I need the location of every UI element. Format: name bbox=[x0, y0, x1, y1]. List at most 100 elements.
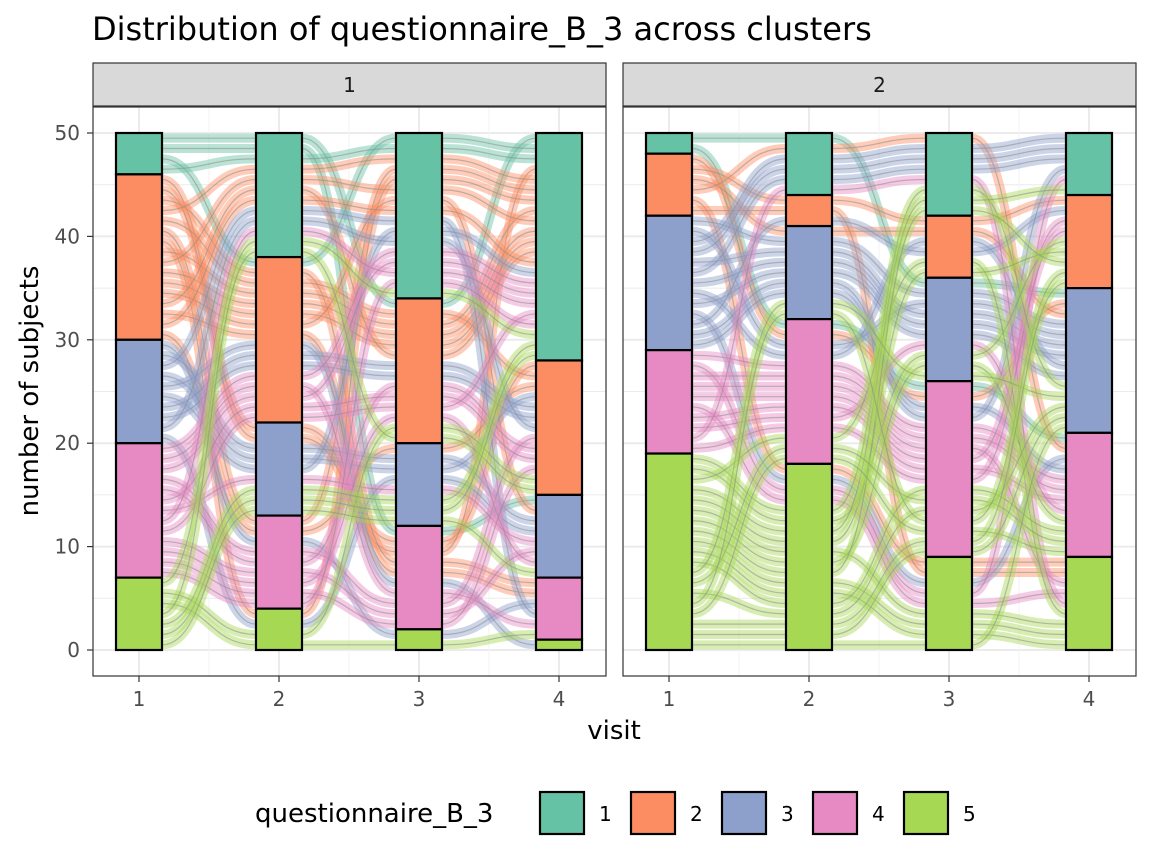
flow-line bbox=[301, 230, 397, 470]
flow-line bbox=[831, 458, 927, 532]
flow-line bbox=[971, 209, 1067, 263]
flow-line bbox=[301, 416, 397, 584]
flow-line bbox=[691, 292, 787, 346]
chart-title: Distribution of questionnaire_B_3 across… bbox=[92, 10, 872, 48]
flow-line bbox=[441, 209, 537, 263]
stratum-bar-visit-2-level-4 bbox=[254, 514, 304, 610]
legend-key-2 bbox=[629, 790, 677, 836]
x-tick-label: 3 bbox=[943, 687, 956, 711]
flow-line bbox=[831, 427, 927, 480]
flow-line bbox=[441, 292, 537, 336]
stratum-bar-visit-1-level-1 bbox=[644, 131, 694, 155]
stratum-bar-visit-2-level-5 bbox=[784, 462, 834, 652]
flow-line bbox=[441, 385, 537, 449]
stratum-bar-visit-1-level-5 bbox=[114, 576, 164, 652]
legend: questionnaire_B_3 1 2 3 4 5 bbox=[255, 790, 976, 836]
flow-line bbox=[441, 520, 537, 574]
stratum-bar-visit-3-level-1 bbox=[924, 131, 974, 217]
flow-line bbox=[301, 385, 397, 594]
flow-line bbox=[161, 416, 257, 532]
flow-line bbox=[441, 313, 537, 377]
flow-line bbox=[691, 220, 787, 243]
flows bbox=[160, 133, 538, 650]
flow-line bbox=[831, 344, 927, 418]
stratum-bar-visit-1-level-3 bbox=[114, 338, 164, 445]
flow-line bbox=[301, 220, 397, 243]
flow-line bbox=[971, 633, 1067, 646]
flow-line bbox=[301, 365, 397, 377]
stratum-bar-visit-3-level-3 bbox=[924, 276, 974, 383]
flow-line bbox=[831, 396, 927, 460]
flow-line bbox=[691, 416, 787, 429]
flow-line bbox=[971, 292, 1067, 325]
flow-line bbox=[831, 199, 927, 222]
legend-key-3 bbox=[720, 790, 768, 836]
flow-line bbox=[971, 344, 1067, 512]
flow-line bbox=[441, 251, 537, 284]
flow-line bbox=[441, 344, 537, 501]
flow-line bbox=[441, 592, 537, 625]
stratum-bar-visit-2-level-2 bbox=[254, 255, 304, 424]
flow-line bbox=[301, 137, 397, 263]
flow-line bbox=[161, 282, 257, 315]
stratum-bar-visit-4-level-3 bbox=[534, 493, 584, 579]
y-tick-label: 0 bbox=[67, 638, 80, 662]
legend-label-1: 1 bbox=[599, 802, 612, 826]
flow-line bbox=[301, 354, 397, 367]
flow-line bbox=[691, 365, 787, 491]
stratum-bar-visit-3-level-2 bbox=[924, 214, 974, 279]
flow-line bbox=[831, 582, 927, 625]
legend-label-5: 5 bbox=[963, 802, 976, 826]
y-tick-label: 30 bbox=[55, 328, 80, 352]
flow-line bbox=[971, 230, 1067, 480]
flow-line bbox=[831, 509, 927, 615]
flow-line bbox=[831, 158, 927, 170]
flow-line bbox=[441, 271, 537, 305]
flow-line bbox=[971, 282, 1067, 543]
flow-line bbox=[301, 489, 397, 501]
y-axis: 0 10 20 30 40 50 bbox=[55, 121, 93, 662]
flow-line bbox=[441, 489, 537, 543]
flow-line bbox=[301, 147, 397, 160]
stratum-bar-visit-1-level-4 bbox=[114, 442, 164, 579]
stratum-bar-visit-3-level-4 bbox=[394, 524, 444, 631]
strip-label: 1 bbox=[343, 73, 356, 97]
flow-line bbox=[161, 344, 257, 387]
x-tick-label: 1 bbox=[133, 687, 146, 711]
flow-line bbox=[831, 551, 927, 636]
flow-line bbox=[971, 240, 1067, 367]
stratum-bar-visit-4-level-2 bbox=[1064, 193, 1114, 290]
flow-line bbox=[691, 220, 787, 325]
flow-line bbox=[971, 199, 1067, 222]
flow-line bbox=[161, 509, 257, 646]
flow-line bbox=[971, 365, 1067, 522]
flow-line bbox=[161, 499, 257, 636]
flow-line bbox=[441, 354, 537, 512]
flow-line bbox=[161, 158, 257, 170]
flow-line bbox=[301, 406, 397, 418]
flow-line bbox=[441, 551, 537, 615]
flow-line bbox=[831, 303, 927, 346]
flow-line bbox=[971, 261, 1067, 615]
flow-line bbox=[971, 158, 1067, 170]
stratum-bar-visit-2-level-3 bbox=[784, 224, 834, 321]
flow-line bbox=[301, 147, 397, 532]
flow-line bbox=[971, 427, 1067, 646]
flow-line bbox=[691, 458, 787, 615]
flow-line bbox=[161, 199, 257, 325]
flow-line bbox=[301, 189, 397, 356]
flow-line bbox=[831, 313, 927, 522]
flow-line bbox=[441, 230, 537, 336]
flow-line bbox=[831, 240, 927, 294]
flow-line bbox=[161, 437, 257, 625]
flow-line bbox=[441, 261, 537, 294]
flow-line bbox=[161, 406, 257, 501]
flow-line bbox=[441, 437, 537, 491]
flow-line bbox=[831, 251, 927, 315]
flow-line bbox=[691, 489, 787, 532]
flow-line bbox=[301, 551, 397, 605]
strip-background bbox=[622, 62, 1137, 107]
flow-line bbox=[971, 230, 1067, 315]
flow-line bbox=[161, 178, 257, 429]
